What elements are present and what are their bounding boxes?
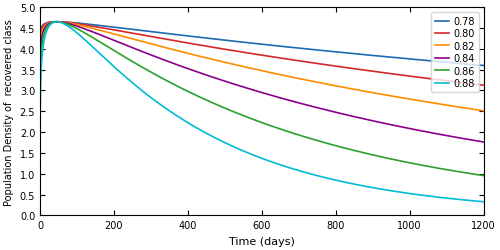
0.84 [260, 92, 266, 95]
0.82 [54, 21, 60, 24]
Y-axis label: Population Density of  recovered class: Population Density of recovered class [4, 19, 14, 205]
0.82 [100, 30, 105, 33]
0.88 [37, 214, 43, 217]
0.78 [100, 25, 105, 28]
0.78 [125, 28, 131, 31]
0.84 [339, 113, 345, 116]
0.86 [37, 214, 43, 217]
0.88 [226, 144, 232, 146]
0.78 [230, 40, 236, 43]
0.82 [339, 86, 345, 89]
0.78 [480, 65, 486, 68]
0.86 [260, 122, 266, 125]
0.78 [226, 40, 232, 43]
0.82 [37, 214, 43, 217]
Line: 0.88: 0.88 [40, 23, 484, 216]
0.80 [100, 27, 105, 30]
0.86 [339, 146, 345, 149]
0.80 [125, 32, 131, 35]
X-axis label: Time (days): Time (days) [229, 236, 294, 246]
0.82 [125, 37, 131, 40]
0.84 [125, 45, 131, 48]
0.84 [54, 21, 60, 24]
Line: 0.82: 0.82 [40, 23, 484, 216]
0.88 [100, 56, 105, 58]
Legend: 0.78, 0.80, 0.82, 0.84, 0.86, 0.88: 0.78, 0.80, 0.82, 0.84, 0.86, 0.88 [431, 13, 478, 92]
0.80 [260, 55, 266, 58]
Line: 0.84: 0.84 [40, 23, 484, 216]
0.86 [480, 174, 486, 177]
0.80 [37, 214, 43, 217]
0.84 [480, 141, 486, 144]
0.82 [480, 110, 486, 113]
0.80 [54, 21, 60, 24]
0.84 [37, 214, 43, 217]
Line: 0.80: 0.80 [40, 23, 484, 216]
0.86 [100, 43, 105, 46]
0.88 [260, 158, 266, 161]
0.80 [339, 66, 345, 69]
0.78 [339, 52, 345, 55]
0.82 [226, 62, 232, 66]
0.86 [226, 109, 232, 112]
0.88 [230, 146, 236, 149]
0.86 [230, 111, 236, 114]
0.86 [54, 21, 60, 24]
0.80 [226, 49, 232, 52]
0.78 [54, 21, 60, 24]
0.82 [260, 70, 266, 73]
0.80 [480, 84, 486, 87]
0.82 [230, 64, 236, 66]
0.84 [230, 83, 236, 86]
0.78 [260, 44, 266, 47]
0.80 [230, 50, 236, 53]
0.84 [226, 82, 232, 84]
0.86 [125, 58, 131, 61]
Line: 0.78: 0.78 [40, 23, 484, 216]
0.88 [125, 78, 131, 81]
0.84 [100, 35, 105, 38]
0.88 [480, 200, 486, 203]
0.78 [37, 214, 43, 217]
0.88 [339, 180, 345, 183]
0.88 [54, 21, 60, 24]
Line: 0.86: 0.86 [40, 23, 484, 216]
